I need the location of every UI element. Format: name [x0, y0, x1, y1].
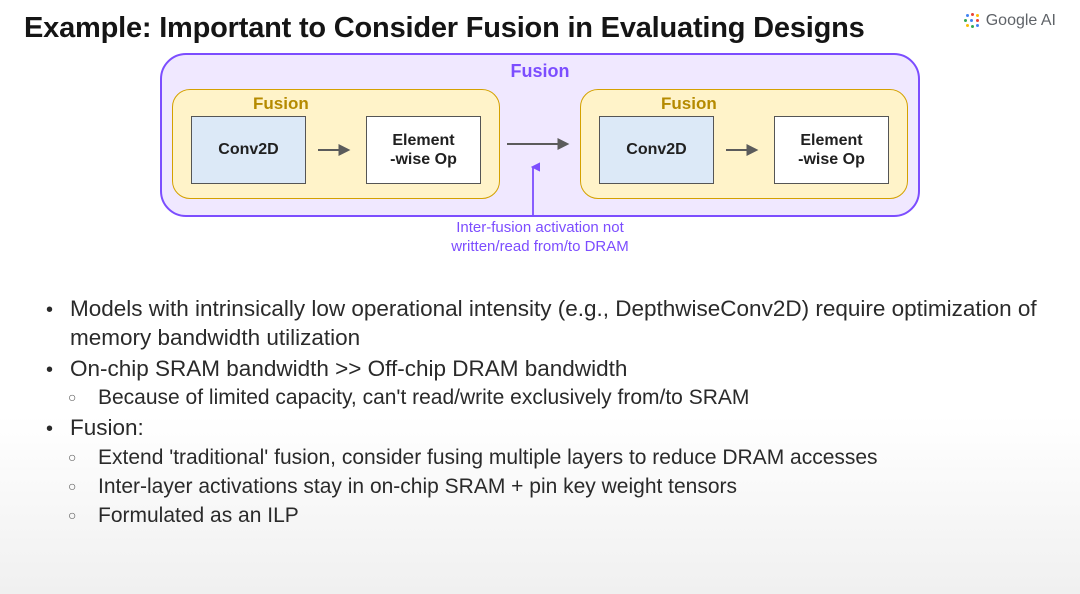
- inner-fusion-right-label: Fusion: [661, 94, 717, 114]
- slide-title: Example: Important to Consider Fusion in…: [24, 12, 1056, 45]
- callout-text: Inter-fusion activation not written/read…: [451, 219, 629, 257]
- arrow-icon: [505, 137, 575, 151]
- elementwise-label-2: Element -wise Op: [798, 131, 865, 169]
- bullet-text: On-chip SRAM bandwidth >> Off-chip DRAM …: [70, 356, 627, 381]
- arrow-icon: [318, 143, 354, 157]
- fusion-diagram: Fusion Fusion Conv2D Element -wise Op: [160, 53, 920, 217]
- arrow-up-icon: [526, 161, 540, 217]
- outer-fusion-label: Fusion: [511, 61, 570, 82]
- brand-logo: Google AI: [964, 12, 1056, 30]
- google-dots-icon: [964, 13, 980, 29]
- conv2d-box-1: Conv2D: [191, 116, 306, 184]
- bullet-text: Models with intrinsically low operationa…: [70, 296, 1037, 350]
- bullet-text: Formulated as an ILP: [98, 504, 299, 527]
- inter-fusion-arrow: [505, 137, 575, 151]
- sub-bullet-item: Because of limited capacity, can't read/…: [46, 385, 1056, 412]
- sub-bullet-item: Formulated as an ILP: [46, 503, 1056, 530]
- sub-bullet-item: Inter-layer activations stay in on-chip …: [46, 474, 1056, 501]
- arrow-icon: [726, 143, 762, 157]
- callout-line-1: Inter-fusion activation not: [451, 219, 629, 238]
- bullet-text: Because of limited capacity, can't read/…: [98, 386, 749, 409]
- callout-line-2: written/read from/to DRAM: [451, 238, 629, 257]
- bullet-text: Extend 'traditional' fusion, consider fu…: [98, 446, 878, 469]
- bullet-text: Fusion:: [70, 415, 144, 440]
- brand-text: Google AI: [986, 12, 1056, 30]
- sub-bullet-item: Extend 'traditional' fusion, consider fu…: [46, 445, 1056, 472]
- slide: Google AI Example: Important to Consider…: [0, 0, 1080, 594]
- callout: Inter-fusion activation not written/read…: [390, 161, 690, 257]
- inner-fusion-left-label: Fusion: [253, 94, 309, 114]
- bullet-item: On-chip SRAM bandwidth >> Off-chip DRAM …: [46, 355, 1056, 384]
- elementwise-box-2: Element -wise Op: [774, 116, 889, 184]
- bullet-item: Models with intrinsically low operationa…: [46, 295, 1056, 353]
- bullet-item: Fusion:: [46, 414, 1056, 443]
- bullet-list: Models with intrinsically low operationa…: [24, 295, 1056, 530]
- bullet-text: Inter-layer activations stay in on-chip …: [98, 475, 737, 498]
